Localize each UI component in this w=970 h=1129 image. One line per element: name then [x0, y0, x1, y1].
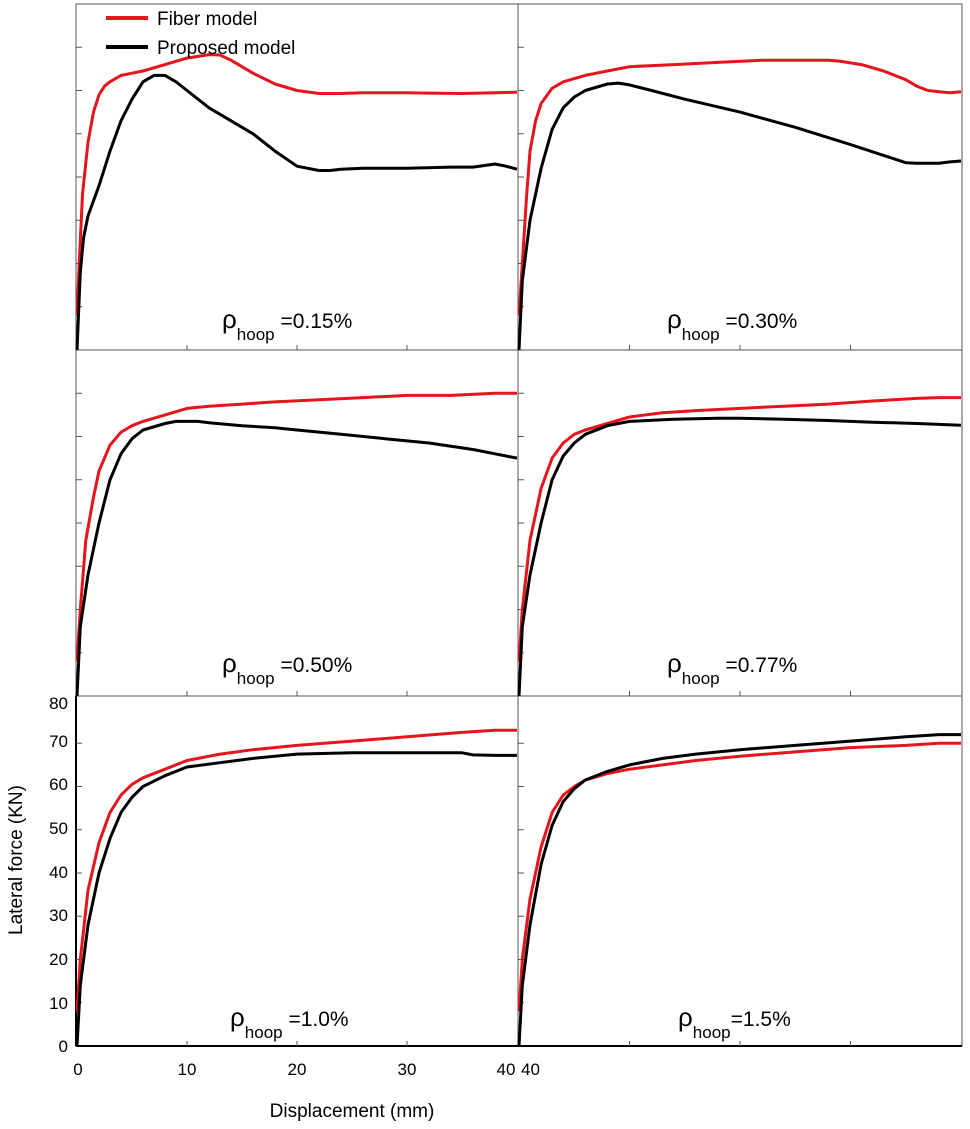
rho-symbol: ρ — [678, 1002, 693, 1032]
series-line-fiber-model — [517, 396, 961, 662]
panel-label-3: ρhoop =0.50% — [222, 648, 352, 688]
series-line-fiber-model — [75, 728, 517, 1012]
x-tick-label: 40 — [497, 1060, 516, 1079]
panel-2-curves — [517, 58, 962, 351]
panel-1-curves — [75, 53, 518, 351]
x-tick-labels: 0 10 20 30 40 40 — [73, 1060, 540, 1079]
panel-frame-4 — [517, 349, 963, 697]
rho-value: =1.5% — [731, 1008, 791, 1031]
x-tick-label: 30 — [398, 1060, 417, 1079]
rho-value: =0.50% — [275, 654, 353, 677]
curves — [75, 53, 962, 1047]
legend-label-fiber: Fiber model — [157, 9, 257, 30]
panel-frame-2 — [517, 3, 963, 351]
y-tick-label: 30 — [49, 906, 68, 925]
x-tick-label: 10 — [178, 1060, 197, 1079]
rho-value: =0.15% — [275, 310, 353, 333]
rho-subscript: hoop — [237, 325, 275, 344]
y-tick-labels: 0 10 20 30 40 50 60 70 80 — [49, 694, 68, 1056]
y-tick-label: 40 — [49, 863, 68, 882]
rho-symbol: ρ — [667, 648, 682, 678]
y-tick-label: 70 — [49, 732, 68, 751]
series-line-fiber-model — [517, 58, 962, 316]
x-tick-label: 0 — [73, 1060, 82, 1079]
panel-frame-5 — [75, 695, 519, 1047]
legend: Fiber model Proposed model — [106, 9, 295, 59]
series-line-proposed-model — [517, 733, 961, 1047]
series-line-fiber-model — [75, 53, 518, 316]
panel-label-2: ρhoop =0.30% — [667, 304, 797, 344]
panel-label-5: ρhoop =1.0% — [230, 1002, 349, 1042]
x-axis-label: Displacement (mm) — [270, 1101, 435, 1122]
y-tick-label: 0 — [59, 1037, 68, 1056]
x-tick-label: 20 — [288, 1060, 307, 1079]
rho-symbol: ρ — [222, 304, 237, 334]
panel-5-curves — [75, 728, 517, 1047]
panel-frames — [75, 3, 963, 1047]
panel-frame-1 — [75, 3, 519, 351]
rho-symbol: ρ — [230, 1002, 245, 1032]
series-line-proposed-model — [75, 419, 518, 697]
series-line-proposed-model — [517, 416, 962, 697]
panel-4-curves — [517, 396, 962, 697]
panel-3-curves — [75, 391, 518, 697]
series-line-proposed-model — [75, 751, 517, 1047]
rho-symbol: ρ — [222, 648, 237, 678]
rho-subscript: hoop — [245, 1023, 283, 1042]
series-line-fiber-model — [517, 741, 961, 1012]
panel-label-1: ρhoop =0.15% — [222, 304, 352, 344]
panel-label-4: ρhoop =0.77% — [667, 648, 797, 688]
tick-marks — [76, 46, 851, 1046]
y-tick-label: 10 — [49, 994, 68, 1013]
rho-subscript: hoop — [237, 669, 275, 688]
rho-subscript: hoop — [682, 325, 720, 344]
y-tick-label: 50 — [49, 819, 68, 838]
y-tick-label: 80 — [49, 694, 68, 713]
x-tick-label-right-panel: 40 — [521, 1060, 540, 1079]
panel-6-curves — [517, 733, 961, 1047]
legend-label-proposed: Proposed model — [157, 38, 295, 59]
y-tick-label: 20 — [49, 950, 68, 969]
rho-symbol: ρ — [667, 304, 682, 334]
series-line-proposed-model — [517, 81, 962, 351]
rho-subscript: hoop — [693, 1023, 731, 1042]
panel-label-6: ρhoop=1.5% — [678, 1002, 791, 1042]
panel-labels: ρhoop =0.15% ρhoop =0.30% ρhoop =0.50% ρ… — [222, 304, 797, 1042]
y-axis-label: Lateral force (KN) — [6, 785, 27, 935]
rho-value: =0.77% — [720, 654, 798, 677]
series-line-fiber-model — [75, 391, 517, 662]
series-line-proposed-model — [75, 73, 518, 351]
rho-value: =0.30% — [720, 310, 798, 333]
rho-value: =1.0% — [283, 1008, 349, 1031]
y-tick-label: 60 — [49, 775, 68, 794]
rho-subscript: hoop — [682, 669, 720, 688]
